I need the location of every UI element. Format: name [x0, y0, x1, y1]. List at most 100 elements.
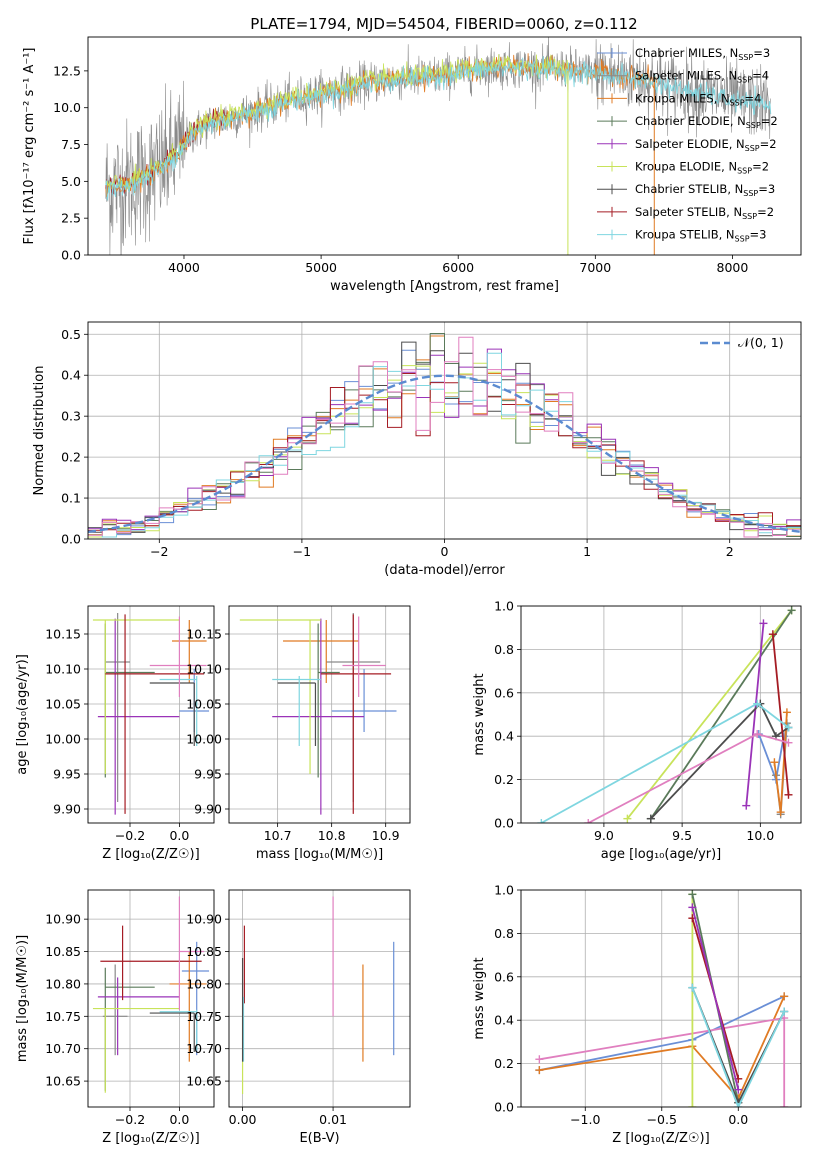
legend-label: Chabrier STELIB, NSSP=3	[635, 182, 775, 198]
legend-label-sub: SSP	[735, 235, 750, 244]
y-tick-label: 0.8	[494, 926, 514, 941]
y-tick-label: 10.0	[53, 100, 81, 115]
panel-spectrum: 4000 5000 6000 7000 8000 0.0 2.5 5.0 7.5 10.0 12.5…	[22, 36, 802, 294]
y-axis-label: Normed distribution	[32, 366, 47, 496]
x-tick-label: −0.2	[115, 1112, 145, 1127]
panel-age-vs-Z: −0.2 0.0 9.90 9.95 10.00 10.05 10.10 10.15 Z [lo…	[15, 605, 215, 862]
panel-mass-weight-vs-age: 9.0 9.5 10.0 0.0 0.2 0.4 0.6 0.8 1.0 age [log₁₀(a…	[472, 599, 802, 862]
gaussian-curve	[88, 374, 801, 533]
y-tick-label: 1.0	[494, 883, 514, 898]
axes-frame	[87, 605, 215, 824]
x-tick-label: 7000	[579, 260, 611, 275]
figure-title: PLATE=1794, MJD=54504, FIBERID=0060, z=0…	[250, 15, 637, 33]
y-tick-label: 0.2	[61, 450, 81, 465]
y-tick-label: 10.15	[45, 627, 81, 642]
y-tick-label: 0.4	[61, 368, 81, 383]
y-tick-label: 0.2	[494, 772, 514, 787]
spectrum-model-line	[105, 54, 569, 193]
y-tick-label: 10.90	[186, 912, 222, 927]
y-axis-label: mass weight	[472, 673, 487, 755]
x-tick-label: 0.01	[319, 1112, 347, 1127]
y-tick-label: 2.5	[61, 211, 81, 226]
y-tick-label: 12.5	[53, 63, 81, 78]
x-tick-label: 8000	[717, 260, 749, 275]
legend-label-text: Salpeter MILES, N	[635, 69, 737, 83]
legend-label: Salpeter ELODIE, NSSP=2	[635, 137, 777, 153]
legend-label-text: Chabrier STELIB, N	[635, 182, 743, 196]
legend-label-text: Chabrier MILES, N	[635, 46, 738, 60]
x-tick-label: −2	[150, 544, 168, 559]
x-tick-label: −0.5	[647, 1112, 677, 1127]
y-tick-label: 9.95	[53, 767, 81, 782]
x-axis-label: Z [log₁₀(Z/Z☉)]	[102, 847, 199, 862]
legend-label-suffix: =2	[760, 137, 777, 151]
x-axis-label: Z [log₁₀(Z/Z☉)]	[102, 1131, 199, 1146]
legend-label: Kroupa STELIB, NSSP=3	[635, 228, 766, 244]
x-tick-label: 9.0	[594, 828, 614, 843]
legend-label-text: Kroupa ELODIE, N	[635, 160, 737, 174]
legend-label-text: Salpeter ELODIE, N	[635, 137, 745, 151]
weight-line	[745, 623, 765, 806]
panel-age-vs-mass: 10.7 10.8 10.9 9.90 9.95 10.00 10.05 10.10 10.15…	[186, 605, 411, 862]
y-tick-label: 0.4	[494, 729, 514, 744]
legend-label-sub: SSP	[746, 121, 761, 130]
weight-line	[691, 987, 786, 1107]
x-axis-label: Z [log₁₀(Z/Z☉)]	[612, 1131, 709, 1146]
plot-area	[88, 606, 214, 823]
legend-label-sub: SSP	[730, 98, 745, 107]
legend-label-text: Salpeter STELIB, N	[635, 205, 742, 219]
y-tick-label: 10.65	[45, 1074, 81, 1089]
y-tick-label: 0.0	[61, 248, 81, 263]
x-tick-label: 6000	[442, 260, 474, 275]
y-tick-label: 0.5	[61, 327, 81, 342]
legend-label: Salpeter MILES, NSSP=4	[635, 69, 769, 85]
y-tick-label: 0.0	[61, 532, 81, 547]
weight-line	[771, 634, 790, 795]
weight-line	[650, 702, 790, 820]
y-tick-label: 7.5	[61, 137, 81, 152]
legend: 𝒩(0, 1)	[700, 335, 784, 350]
y-tick-label: 9.90	[53, 802, 81, 817]
x-tick-label: 10.8	[318, 828, 346, 843]
legend-label: Chabrier ELODIE, NSSP=2	[635, 114, 778, 130]
x-tick-label: 9.5	[672, 828, 692, 843]
legend-label: Kroupa MILES, NSSP=4	[635, 91, 761, 107]
panel-mass-vs-Z: −0.2 0.0 10.65 10.70 10.75 10.80 10.85 10.90 Z […	[15, 889, 215, 1146]
plot-area	[229, 606, 410, 823]
y-tick-label: 0.0	[494, 816, 514, 831]
x-axis-label: E(B-V)	[299, 1131, 339, 1146]
x-tick-label: 1	[583, 544, 591, 559]
axes-frame	[228, 889, 411, 1108]
y-axis-label: mass [log₁₀(M/M☉)]	[15, 935, 30, 1062]
x-tick-label: 10.9	[372, 828, 400, 843]
x-tick-label: 5000	[305, 260, 337, 275]
y-tick-label: 10.00	[186, 732, 222, 747]
y-tick-label: 10.05	[186, 697, 222, 712]
legend-label-sub: SSP	[742, 212, 757, 221]
x-tick-label: 4000	[168, 260, 200, 275]
axes-frame	[87, 889, 215, 1108]
x-tick-label: 10.7	[264, 828, 292, 843]
legend-label-suffix: =4	[745, 91, 762, 105]
x-tick-label: 0.00	[229, 1112, 257, 1127]
x-axis-label: age [log₁₀(age/yr)]	[601, 847, 722, 862]
y-tick-label: 5.0	[61, 174, 81, 189]
plot-area	[105, 37, 772, 255]
panel-mass-vs-ebv: 0.00 0.01 10.65 10.70 10.75 10.80 10.85 10.90 E(…	[186, 889, 411, 1146]
legend-label: Chabrier MILES, NSSP=3	[635, 46, 770, 62]
y-tick-label: 10.85	[45, 944, 81, 959]
y-tick-label: 10.75	[186, 1009, 222, 1024]
legend-label-text: Kroupa STELIB, N	[635, 228, 735, 242]
y-tick-label: 10.05	[45, 697, 81, 712]
x-axis-label: mass [log₁₀(M/M☉)]	[256, 847, 383, 862]
x-tick-label: −0.2	[115, 828, 145, 843]
axes-frame	[87, 36, 802, 256]
weight-line	[691, 907, 740, 1090]
x-tick-label: 0.0	[169, 828, 189, 843]
y-tick-label: 10.00	[45, 732, 81, 747]
x-axis-label: wavelength [Angstrom, rest frame]	[330, 279, 559, 294]
y-tick-label: 10.10	[45, 662, 81, 677]
weight-line	[626, 609, 793, 820]
